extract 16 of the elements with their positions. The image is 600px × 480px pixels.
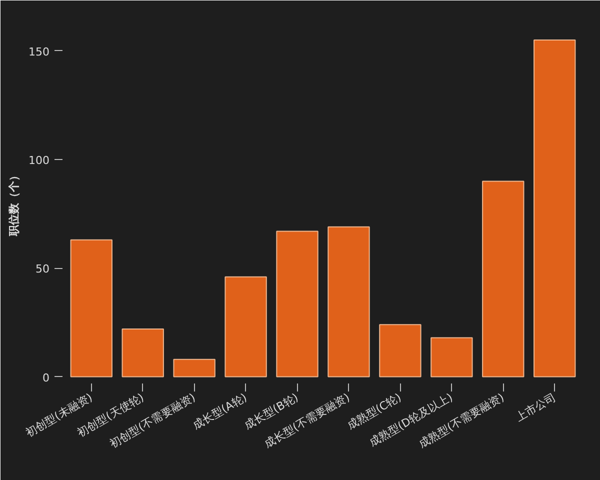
bar xyxy=(276,230,318,378)
bar xyxy=(482,180,524,378)
y-tick-label: 100 xyxy=(28,154,50,168)
bar xyxy=(534,40,576,378)
y-tick-label: 50 xyxy=(36,262,50,276)
y-tick-label: 0 xyxy=(42,371,50,384)
bar xyxy=(224,276,267,378)
bar xyxy=(430,337,473,378)
bar xyxy=(328,226,370,378)
bar xyxy=(379,324,422,378)
y-tick-label: 150 xyxy=(28,45,50,58)
x-tick-label: 上市公司 xyxy=(513,390,558,424)
bar xyxy=(173,358,216,378)
bar xyxy=(70,239,112,378)
y-axis-title: 职位数（个） xyxy=(8,170,21,237)
bar xyxy=(122,328,164,378)
